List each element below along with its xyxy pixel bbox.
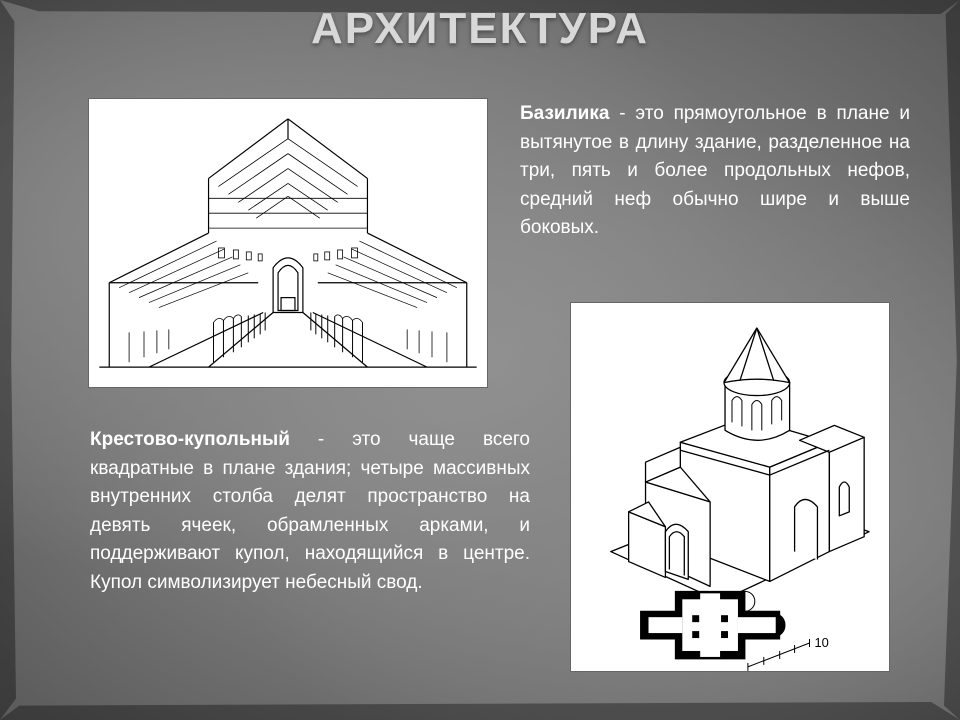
scale-label: 10: [814, 635, 828, 650]
cross-dome-paragraph: Крестово-купольный - это чаще всего квад…: [90, 426, 530, 597]
basilica-term: Базилика: [520, 103, 609, 124]
basilica-paragraph: Базилика - это прямоугольное в плане и в…: [520, 100, 910, 243]
cross-dome-term: Крестово-купольный: [90, 429, 290, 450]
cross-dome-figure: 10: [570, 302, 890, 672]
basilica-figure: [88, 98, 488, 388]
page-title: АРХИТЕКТУРА: [0, 4, 960, 54]
cross-dome-definition: - это чаще всего квадратные в плане здан…: [90, 429, 530, 593]
